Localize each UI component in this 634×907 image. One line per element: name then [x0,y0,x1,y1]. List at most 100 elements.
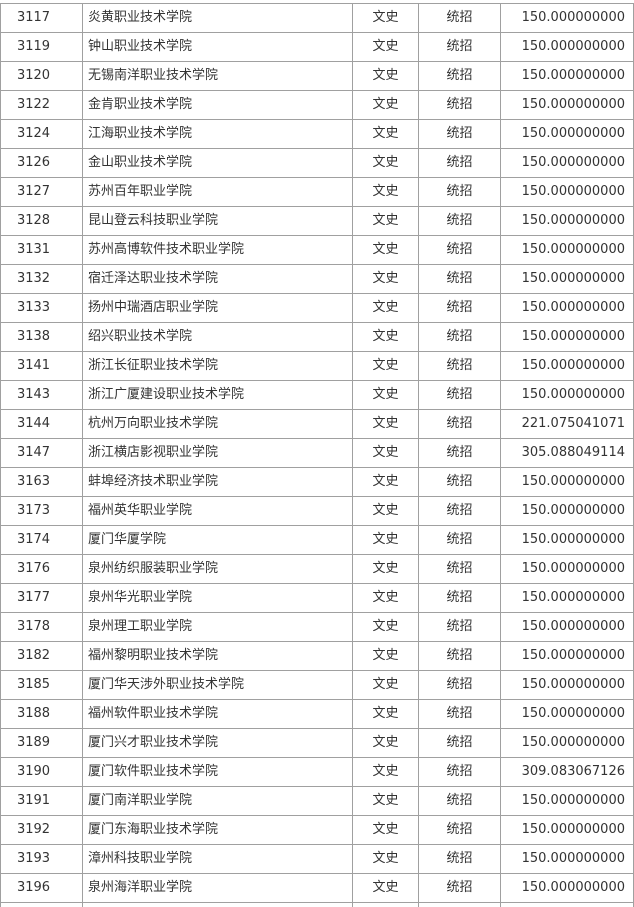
code-cell: 3185 [0,670,83,700]
school-name-cell: 福州英华职业学院 [82,496,353,526]
code-cell: 3174 [0,525,83,555]
subject-cell: 文史 [352,844,419,874]
subject-cell: 文史 [352,641,419,671]
school-name-cell: 厦门华天涉外职业技术学院 [82,670,353,700]
school-name-cell: 炎黄职业技术学院 [82,3,353,33]
subject-cell: 文史 [352,264,419,294]
code-cell: 3126 [0,148,83,178]
subject-cell: 文史 [352,61,419,91]
admission-type-cell: 统招 [418,815,501,845]
code-cell: 3143 [0,380,83,410]
code-cell: 3182 [0,641,83,671]
school-name-cell: 漳州科技职业学院 [82,844,353,874]
empty-cell [418,902,501,907]
subject-cell: 文史 [352,699,419,729]
score-cell: 150.000000000 [500,32,634,62]
admission-type-cell: 统招 [418,206,501,236]
subject-cell: 文史 [352,438,419,468]
school-name-cell: 福州软件职业技术学院 [82,699,353,729]
subject-cell: 文史 [352,873,419,903]
score-cell: 150.000000000 [500,467,634,497]
score-cell: 150.000000000 [500,815,634,845]
code-cell: 3196 [0,873,83,903]
empty-cell [500,902,634,907]
score-cell: 150.000000000 [500,119,634,149]
code-cell: 3131 [0,235,83,265]
score-cell: 150.000000000 [500,322,634,352]
subject-cell: 文史 [352,119,419,149]
school-name-cell: 福州黎明职业技术学院 [82,641,353,671]
code-cell: 3147 [0,438,83,468]
score-cell: 150.000000000 [500,61,634,91]
school-name-cell: 泉州理工职业学院 [82,612,353,642]
score-cell: 305.088049114 [500,438,634,468]
subject-cell: 文史 [352,612,419,642]
code-cell: 3163 [0,467,83,497]
school-name-cell: 蚌埠经济技术职业学院 [82,467,353,497]
score-cell: 150.000000000 [500,235,634,265]
school-name-cell: 泉州纺织服装职业学院 [82,554,353,584]
school-name-cell: 杭州万向职业技术学院 [82,409,353,439]
admission-type-cell: 统招 [418,757,501,787]
subject-cell: 文史 [352,496,419,526]
subject-cell: 文史 [352,728,419,758]
score-cell: 150.000000000 [500,786,634,816]
admission-type-cell: 统招 [418,844,501,874]
score-cell: 150.000000000 [500,612,634,642]
score-cell: 150.000000000 [500,293,634,323]
subject-cell: 文史 [352,90,419,120]
admission-type-cell: 统招 [418,786,501,816]
admission-type-cell: 统招 [418,32,501,62]
admission-type-cell: 统招 [418,119,501,149]
subject-cell: 文史 [352,757,419,787]
subject-cell: 文史 [352,206,419,236]
code-cell: 3133 [0,293,83,323]
code-cell: 3128 [0,206,83,236]
admission-type-cell: 统招 [418,496,501,526]
subject-cell: 文史 [352,3,419,33]
admission-type-cell: 统招 [418,90,501,120]
score-cell: 221.075041071 [500,409,634,439]
subject-cell: 文史 [352,409,419,439]
score-cell: 150.000000000 [500,90,634,120]
admission-type-cell: 统招 [418,264,501,294]
code-cell: 3193 [0,844,83,874]
score-cell: 150.000000000 [500,380,634,410]
school-name-cell: 苏州高博软件技术职业学院 [82,235,353,265]
code-cell: 3141 [0,351,83,381]
subject-cell: 文史 [352,322,419,352]
school-name-cell: 泉州海洋职业学院 [82,873,353,903]
score-cell: 150.000000000 [500,3,634,33]
school-name-cell: 金山职业技术学院 [82,148,353,178]
score-cell: 309.083067126 [500,757,634,787]
code-cell: 3117 [0,3,83,33]
subject-cell: 文史 [352,467,419,497]
school-name-cell: 钟山职业技术学院 [82,32,353,62]
admission-type-cell: 统招 [418,148,501,178]
admission-type-cell: 统招 [418,699,501,729]
score-cell: 150.000000000 [500,670,634,700]
school-name-cell: 厦门华厦学院 [82,525,353,555]
school-name-cell: 无锡南洋职业技术学院 [82,61,353,91]
subject-cell: 文史 [352,583,419,613]
code-cell: 3188 [0,699,83,729]
score-cell: 150.000000000 [500,583,634,613]
admission-type-cell: 统招 [418,409,501,439]
score-cell: 150.000000000 [500,148,634,178]
score-cell: 150.000000000 [500,873,634,903]
empty-cell [0,902,83,907]
empty-cell [352,902,419,907]
admission-type-cell: 统招 [418,670,501,700]
admission-type-cell: 统招 [418,612,501,642]
admission-type-cell: 统招 [418,61,501,91]
admission-type-cell: 统招 [418,583,501,613]
subject-cell: 文史 [352,235,419,265]
code-cell: 3132 [0,264,83,294]
admission-type-cell: 统招 [418,728,501,758]
admission-type-cell: 统招 [418,438,501,468]
admission-type-cell: 统招 [418,380,501,410]
school-name-cell: 厦门南洋职业学院 [82,786,353,816]
subject-cell: 文史 [352,380,419,410]
school-name-cell: 江海职业技术学院 [82,119,353,149]
subject-cell: 文史 [352,293,419,323]
